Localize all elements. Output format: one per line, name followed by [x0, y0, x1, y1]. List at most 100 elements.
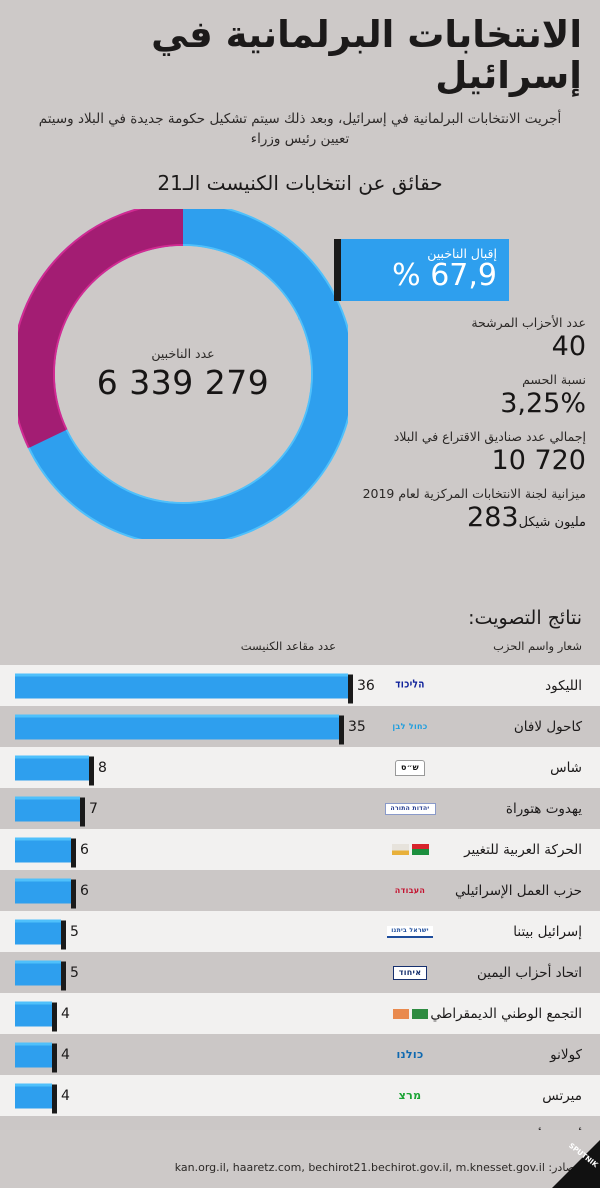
table-row: 4 التجمع الوطني الديمقراطي: [0, 993, 600, 1035]
stat-threshold-value: 3,25%: [500, 387, 586, 419]
party-name: كاحول لافان: [513, 718, 582, 735]
party-logo-kulanu: כולנו: [396, 1048, 424, 1062]
stat-ballot-boxes: إجمالي عدد صناديق الاقتراع في البلاد 10 …: [341, 429, 586, 475]
party-logo: ישראל ביתנו: [368, 919, 452, 945]
seat-bar: [15, 755, 94, 786]
party-logo: כולנו: [368, 1042, 452, 1068]
bar-cell: [15, 960, 66, 991]
stat-threshold-label: نسبة الحسم: [522, 371, 586, 387]
party-logo-raam-balad: [391, 844, 429, 856]
party-name: ميرتس: [542, 1087, 582, 1104]
stats-column: إقبال الناخبين 67,9 % عدد الأحزاب المرشح…: [334, 239, 586, 543]
bar-end-cap: [61, 920, 66, 950]
seat-value: 5: [70, 964, 79, 981]
column-header-party: شعار واسم الحزب: [493, 639, 582, 654]
table-row: 5 ישראל ביתנו إسرائيل بيتنا: [0, 911, 600, 953]
party-logo-ihud-miflagot-hayamin: איחוד: [392, 965, 428, 980]
turnout-callout: إقبال الناخبين 67,9 %: [334, 239, 509, 301]
sources-text: المصادر: kan.org.il, haaretz.com, bechir…: [174, 1161, 588, 1174]
results-table: 36 הליכוד الليكود 35 כחול לבן كاحول لافان 8 ש״ס…: [0, 665, 600, 1158]
seat-bar: [15, 960, 66, 991]
stat-threshold: نسبة الحسم 3,25%: [341, 372, 586, 418]
party-name: كولانو: [550, 1046, 582, 1063]
table-row: 5 איחוד اتحاد أحزاب اليمين: [0, 952, 600, 994]
bar-end-cap: [52, 1043, 57, 1073]
party-logo: מרצ: [368, 1083, 452, 1109]
column-headers: شعار واسم الحزب عدد مقاعد الكنيست: [0, 639, 600, 659]
header: الانتخابات البرلمانية في إسرائيل أجريت ا…: [0, 0, 600, 149]
sputnik-logo: SPUTNIK: [538, 1140, 600, 1188]
bar-cell: [15, 1001, 57, 1032]
seat-value: 7: [89, 800, 98, 817]
seat-bar: [15, 673, 353, 704]
party-name: اتحاد أحزاب اليمين: [476, 964, 582, 981]
seat-bar: [15, 1001, 57, 1032]
table-row: 7 יהדות התורה يهدوت هتوراة: [0, 788, 600, 830]
seat-value: 35: [348, 718, 366, 735]
table-row: 36 הליכוד الليكود: [0, 665, 600, 707]
party-name: إسرائيل بيتنا: [513, 923, 582, 940]
bar-end-cap: [348, 674, 353, 704]
stat-parties-value: 40: [551, 330, 586, 362]
table-row: 4 מרצ ميرتس: [0, 1075, 600, 1117]
seat-value: 4: [61, 1005, 70, 1022]
stat-budget-number: 283: [467, 501, 519, 533]
seat-bar: [15, 1083, 57, 1114]
table-row: 6 העבודה حزب العمل الإسرائيلي: [0, 870, 600, 912]
bar-end-cap: [80, 797, 85, 827]
party-logo: איחוד: [368, 960, 452, 986]
stat-ballot-boxes-value: 10 720: [491, 444, 586, 476]
party-logo: [368, 1001, 452, 1027]
footer: المصادر: kan.org.il, haaretz.com, bechir…: [0, 1130, 600, 1188]
donut-svg: [18, 209, 348, 540]
bar-cell: [15, 755, 94, 786]
party-name: يهدوت هتوراة: [505, 800, 582, 817]
donut-arc-rest: [18, 209, 348, 540]
bar-end-cap: [52, 1002, 57, 1032]
table-row: 8 ש״ס شاس: [0, 747, 600, 789]
party-logo-meretz: מרצ: [398, 1089, 422, 1103]
party-name: الليكود: [545, 677, 582, 694]
bar-cell: [15, 919, 66, 950]
party-logo: הליכוד: [368, 673, 452, 699]
bar-cell: [15, 714, 344, 745]
stat-ballot-boxes-label: إجمالي عدد صناديق الاقتراع في البلاد: [393, 428, 586, 444]
bar-end-cap: [71, 838, 76, 868]
page-title: الانتخابات البرلمانية في إسرائيل: [151, 13, 582, 98]
party-logo: כחול לבן: [368, 714, 452, 740]
party-logo-yisrael-beiteinu: ישראל ביתנו: [387, 925, 433, 938]
bar-cell: [15, 796, 85, 827]
bar-cell: [15, 837, 76, 868]
stat-parties-label: عدد الأحزاب المرشحة: [471, 314, 586, 330]
table-row: 35 כחול לבן كاحول لافان: [0, 706, 600, 748]
seat-value: 6: [80, 841, 89, 858]
bar-cell: [15, 673, 353, 704]
stat-parties: عدد الأحزاب المرشحة 40: [341, 315, 586, 361]
party-logo: ש״ס: [368, 755, 452, 781]
bar-end-cap: [71, 879, 76, 909]
party-name: حزب العمل الإسرائيلي: [454, 882, 582, 899]
seat-bar: [15, 837, 76, 868]
results-heading: نتائج التصويت:: [468, 607, 582, 630]
seat-bar: [15, 878, 76, 909]
stat-budget-label: ميزانية لجنة الانتخابات المركزية لعام 20…: [362, 485, 586, 501]
party-logo-avoda: העבודה: [394, 885, 426, 895]
turnout-callout-value: 67,9 %: [392, 258, 497, 294]
party-logo: העבודה: [368, 878, 452, 904]
page-subtitle: أجريت الانتخابات البرلمانية في إسرائيل، …: [38, 110, 562, 148]
seat-value: 4: [61, 1087, 70, 1104]
bar-end-cap: [339, 715, 344, 745]
stat-budget-value: 283مليون شيكل: [341, 503, 586, 532]
seat-bar: [15, 714, 344, 745]
seat-value: 5: [70, 923, 79, 940]
bar-cell: [15, 1042, 57, 1073]
bar-end-cap: [61, 961, 66, 991]
seat-value: 4: [61, 1046, 70, 1063]
seat-bar: [15, 796, 85, 827]
party-logo: יהדות התורה: [368, 796, 452, 822]
donut-hole: [55, 246, 311, 503]
facts-heading: حقائق عن انتخابات الكنيست الـ21: [157, 171, 443, 196]
bar-end-cap: [89, 756, 94, 786]
column-header-seats: عدد مقاعد الكنيست: [240, 639, 336, 654]
